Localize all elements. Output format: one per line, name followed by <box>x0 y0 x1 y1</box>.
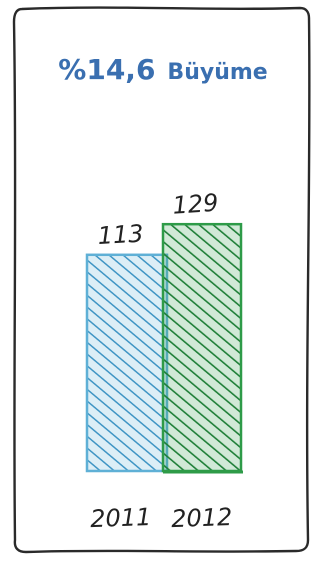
growth-label: Büyüme <box>167 60 267 85</box>
growth-value: %14,6 <box>58 53 155 86</box>
bar-2012 <box>161 222 243 473</box>
card-frame <box>12 6 311 554</box>
bar-2011 <box>85 253 169 473</box>
category-label-2011: 2011 <box>90 503 152 533</box>
chart-title: %14,6 Büyüme <box>58 53 267 86</box>
bars-group <box>85 222 243 474</box>
category-label-2012: 2012 <box>171 503 233 533</box>
labels-group: 113 2011 129 2012 <box>90 189 233 533</box>
value-label-2011: 113 <box>97 220 144 250</box>
value-label-2012: 129 <box>172 189 220 220</box>
